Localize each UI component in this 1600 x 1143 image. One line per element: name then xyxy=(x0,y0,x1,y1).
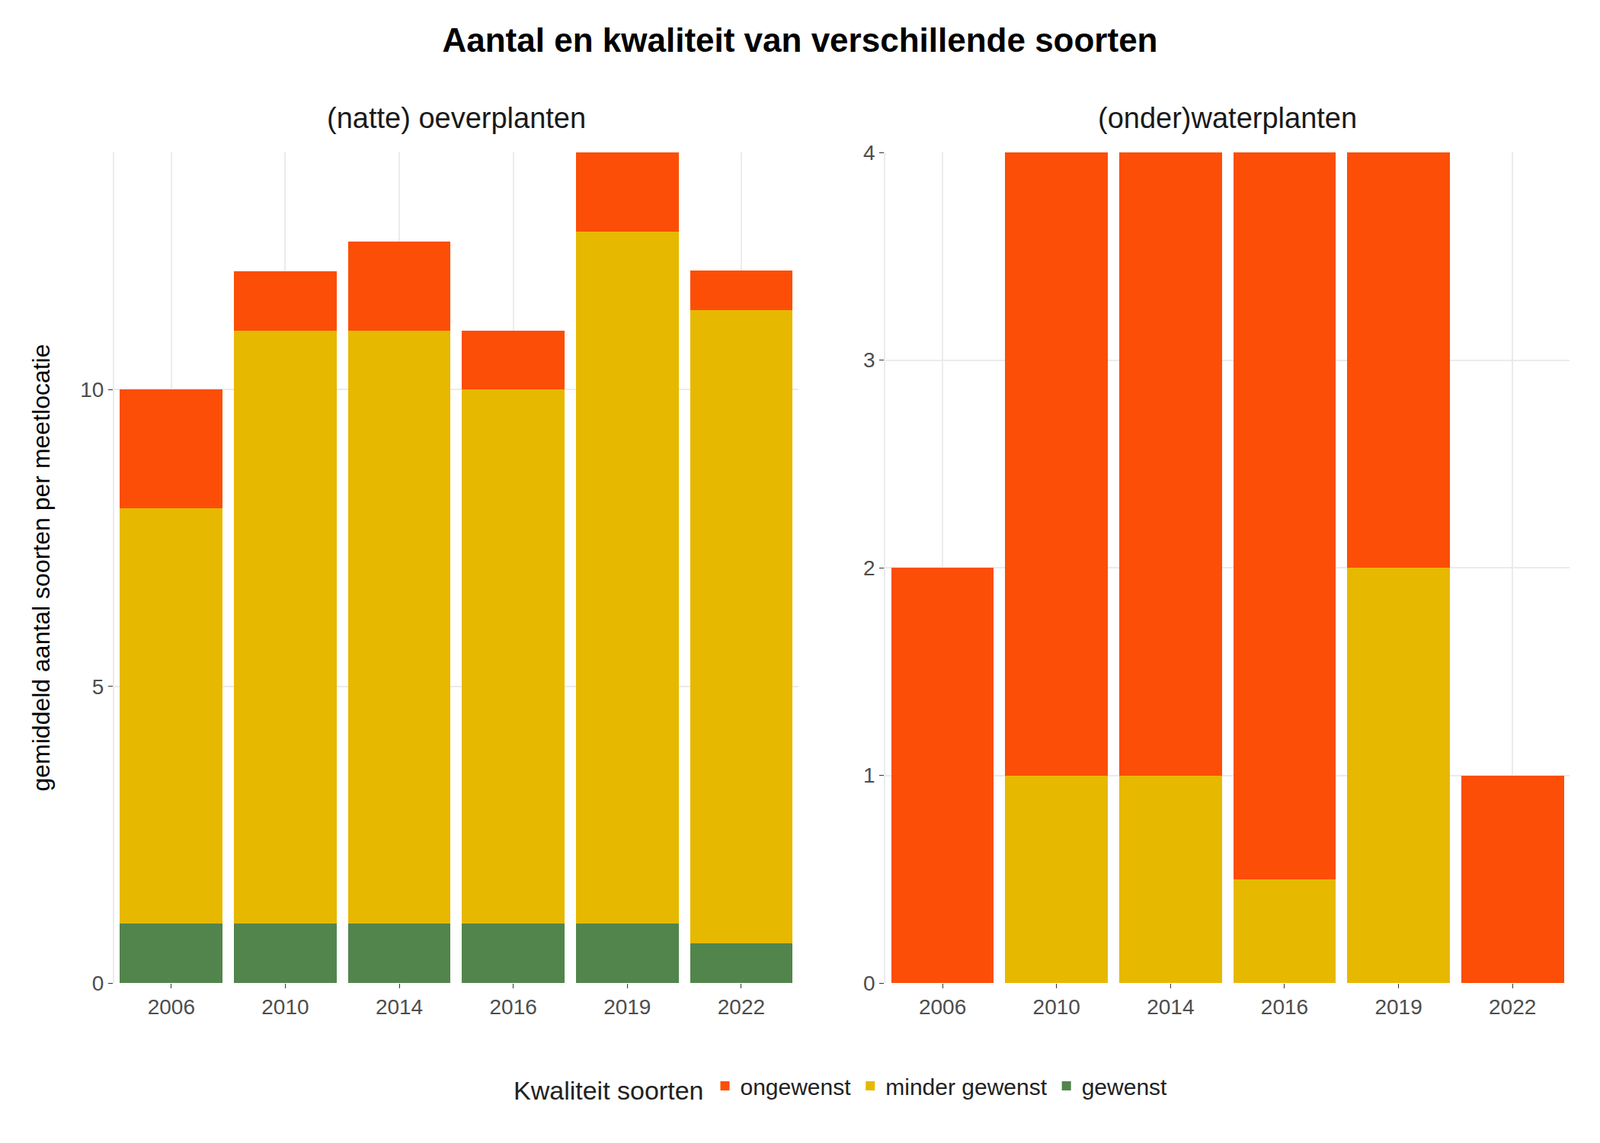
svg-text:2014: 2014 xyxy=(1146,995,1194,1019)
svg-text:ongewenst: ongewenst xyxy=(739,1074,852,1100)
svg-text:0: 0 xyxy=(92,971,105,996)
svg-text:2022: 2022 xyxy=(717,995,765,1019)
svg-text:(natte) oeverplanten: (natte) oeverplanten xyxy=(326,102,586,135)
svg-text:2010: 2010 xyxy=(1033,995,1081,1019)
svg-text:2010: 2010 xyxy=(261,995,309,1019)
svg-text:3: 3 xyxy=(863,348,876,372)
svg-text:2019: 2019 xyxy=(1374,995,1422,1019)
svg-text:Aantal en kwaliteit van versch: Aantal en kwaliteit van verschillende so… xyxy=(442,21,1159,59)
svg-text:2022: 2022 xyxy=(1488,995,1536,1019)
svg-text:minder gewenst: minder gewenst xyxy=(885,1074,1047,1100)
svg-text:2006: 2006 xyxy=(918,995,967,1019)
svg-text:2014: 2014 xyxy=(375,995,423,1019)
svg-text:4: 4 xyxy=(863,140,876,165)
svg-text:2: 2 xyxy=(863,556,876,580)
svg-text:gemiddeld aantal soorten per m: gemiddeld aantal soorten per meetlocatie xyxy=(27,343,55,791)
svg-text:2019: 2019 xyxy=(603,995,651,1019)
svg-text:10: 10 xyxy=(80,377,104,402)
svg-text:1: 1 xyxy=(863,763,876,788)
svg-text:Kwaliteit soorten: Kwaliteit soorten xyxy=(513,1075,704,1105)
svg-text:2016: 2016 xyxy=(489,995,538,1019)
svg-text:gewenst: gewenst xyxy=(1081,1074,1168,1100)
svg-text:2016: 2016 xyxy=(1260,995,1309,1019)
svg-text:0: 0 xyxy=(863,971,876,996)
svg-text:2006: 2006 xyxy=(147,995,196,1019)
svg-text:(onder)waterplanten: (onder)waterplanten xyxy=(1097,102,1357,135)
svg-text:5: 5 xyxy=(92,675,105,699)
